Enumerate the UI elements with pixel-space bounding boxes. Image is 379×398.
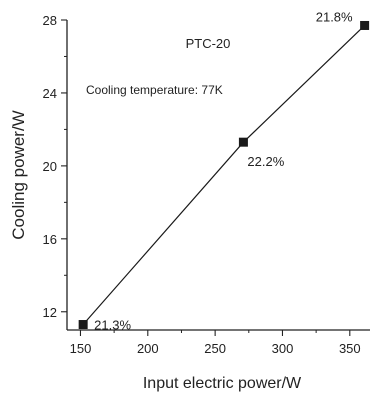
x-tick-label: 150	[70, 341, 92, 356]
y-tick-label: 12	[43, 305, 57, 320]
y-tick-label: 28	[43, 13, 57, 28]
series-layer	[78, 20, 370, 330]
series-line	[82, 25, 366, 325]
x-tick-label: 350	[339, 341, 361, 356]
data-point-marker	[78, 320, 88, 330]
x-tick-label: 250	[204, 341, 226, 356]
data-point-label: 22.2%	[247, 154, 284, 169]
chart-title: PTC-20	[186, 36, 231, 51]
labels-layer: 21.3% 22.2% 21.8%	[94, 9, 353, 332]
axes-layer	[66, 20, 370, 331]
data-point-marker	[238, 137, 248, 147]
y-tick-label: 20	[43, 159, 57, 174]
x-axis-label: Input electric power/W	[143, 375, 302, 392]
x-tick-label: 200	[137, 341, 159, 356]
data-point-label: 21.8%	[316, 9, 353, 24]
ticks-layer: 150 200 250 300 350 12 16 20 24 28	[43, 13, 361, 356]
x-tick-label: 300	[272, 341, 294, 356]
y-tick-label: 24	[43, 86, 57, 101]
data-point-marker	[360, 20, 370, 30]
chart-subtitle: Cooling temperature: 77K	[86, 83, 223, 97]
y-axis-label: Cooling power/W	[9, 110, 28, 239]
data-point-label: 21.3%	[94, 318, 131, 333]
y-tick-label: 16	[43, 232, 57, 247]
